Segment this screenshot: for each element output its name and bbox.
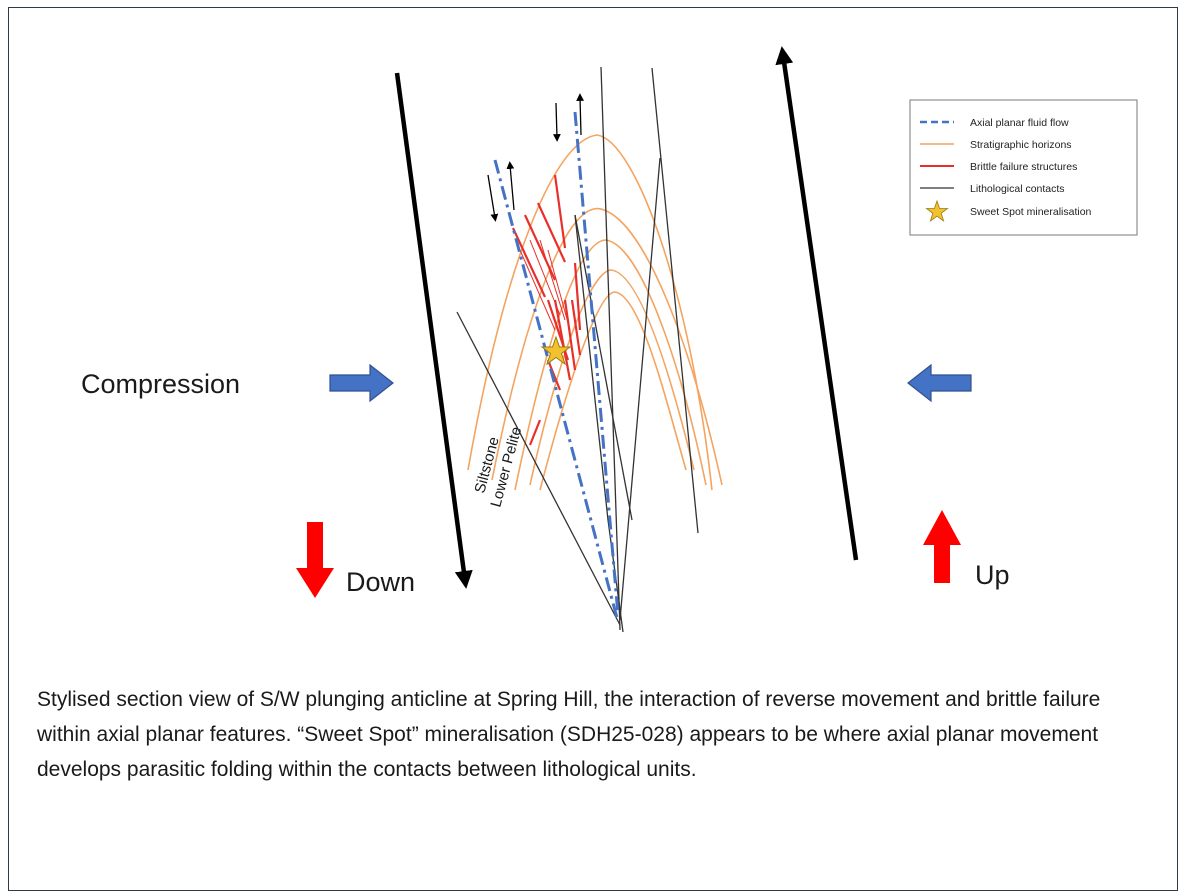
stratigraphic-horizons bbox=[467, 134, 723, 491]
legend-label-contacts: Lithological contacts bbox=[970, 183, 1065, 195]
contact-line bbox=[574, 214, 609, 521]
legend-label-fluid-flow: Axial planar fluid flow bbox=[970, 117, 1069, 129]
brittle-line bbox=[573, 262, 582, 331]
compression-arrow-left-icon bbox=[907, 363, 972, 403]
shear-arrows bbox=[487, 93, 585, 222]
brittle-failure-structures bbox=[512, 174, 582, 446]
figure-caption: Stylised section view of S/W plunging an… bbox=[37, 688, 1101, 781]
horizon-1 bbox=[467, 134, 713, 491]
brittle-line bbox=[528, 419, 542, 446]
brittle-line bbox=[536, 202, 567, 263]
contact-line bbox=[651, 67, 699, 534]
axial-planar-fluid-flow bbox=[493, 111, 620, 619]
horizon-5 bbox=[539, 291, 687, 491]
legend: Axial planar fluid flow Stratigraphic ho… bbox=[909, 99, 1138, 236]
contact-line bbox=[600, 66, 621, 631]
shear-arrow-down bbox=[487, 174, 499, 222]
horizon-3 bbox=[514, 239, 707, 491]
up-label: Up bbox=[975, 560, 1010, 590]
compression-label: Compression bbox=[81, 369, 240, 399]
anticline-diagram: Compression Down Up Siltstone Lower Peli… bbox=[81, 46, 1138, 633]
shear-arrow-down bbox=[552, 102, 561, 142]
brittle-thin-lines bbox=[519, 239, 571, 331]
legend-star-icon bbox=[925, 199, 949, 223]
flow-line-left bbox=[493, 159, 619, 619]
legend-label-sweet-spot: Sweet Spot mineralisation bbox=[970, 206, 1092, 218]
shear-arrow-up bbox=[576, 93, 585, 136]
horizon-2 bbox=[491, 207, 723, 486]
lithological-contacts bbox=[456, 66, 699, 633]
contact-line bbox=[574, 214, 633, 521]
legend-label-horizons: Stratigraphic horizons bbox=[970, 139, 1072, 151]
brittle-line bbox=[570, 299, 582, 356]
down-label: Down bbox=[346, 567, 415, 597]
brittle-line bbox=[546, 359, 562, 391]
fault-arrow-down bbox=[394, 72, 473, 589]
contact-line bbox=[456, 311, 621, 626]
compression-arrow-right-icon bbox=[329, 363, 394, 403]
horizon-4 bbox=[529, 269, 695, 486]
brittle-line bbox=[553, 299, 572, 381]
fault-arrow-up bbox=[775, 46, 859, 561]
brittle-line bbox=[524, 214, 556, 281]
down-arrow-icon bbox=[296, 522, 334, 598]
sweet-spot-star-icon bbox=[540, 335, 572, 366]
flow-line-right bbox=[573, 111, 620, 616]
contact-line bbox=[619, 157, 661, 621]
up-arrow-icon bbox=[923, 510, 961, 583]
brittle-line bbox=[563, 299, 577, 371]
shear-arrow-up bbox=[506, 161, 515, 211]
brittle-line bbox=[553, 174, 567, 249]
legend-label-brittle: Brittle failure structures bbox=[970, 161, 1077, 173]
brittle-line bbox=[512, 227, 546, 298]
